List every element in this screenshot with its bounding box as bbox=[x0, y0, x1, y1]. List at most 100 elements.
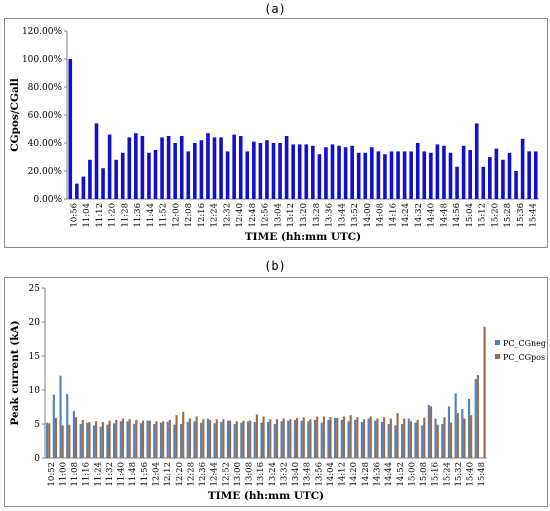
bar bbox=[199, 140, 204, 199]
x-tick-label: 13:48 bbox=[303, 462, 313, 487]
bar bbox=[186, 151, 191, 199]
bar bbox=[219, 137, 223, 199]
x-tick-label: 11:44 bbox=[146, 203, 156, 228]
bar-pc-cgneg bbox=[233, 424, 236, 458]
bar-pc-cgneg bbox=[200, 422, 203, 458]
bar-pc-cgneg bbox=[293, 419, 297, 458]
bar bbox=[514, 171, 518, 199]
y-tick-label: 60.00% bbox=[28, 111, 63, 121]
bar-pc-cgpos bbox=[309, 419, 312, 458]
x-tick-label: 15:40 bbox=[466, 462, 476, 487]
bar bbox=[153, 150, 158, 199]
bar bbox=[88, 159, 92, 199]
bar bbox=[284, 136, 289, 199]
x-tick-label: 14:08 bbox=[376, 203, 386, 228]
bar bbox=[297, 144, 302, 199]
x-tick-label: 13:36 bbox=[325, 203, 335, 228]
x-tick-label: 11:40 bbox=[117, 462, 127, 487]
bar bbox=[343, 147, 348, 199]
x-tick-label: 15:44 bbox=[529, 203, 539, 228]
x-tick-label: 14:48 bbox=[439, 203, 449, 228]
bar-pc-cgpos bbox=[222, 419, 225, 458]
bar-pc-cgneg bbox=[387, 424, 390, 458]
bar-pc-cgneg bbox=[226, 420, 230, 458]
bar bbox=[461, 145, 466, 199]
bar bbox=[212, 137, 217, 199]
bar-pc-cgneg bbox=[153, 424, 156, 458]
bar-pc-cgpos bbox=[389, 418, 392, 458]
bar bbox=[501, 159, 505, 199]
x-tick-label: 11:36 bbox=[133, 203, 143, 228]
bar bbox=[258, 143, 263, 199]
x-tick-label: 12:20 bbox=[175, 462, 185, 487]
bar-pc-cgpos bbox=[275, 419, 279, 458]
bar-pc-cgpos bbox=[68, 424, 71, 458]
bar bbox=[422, 151, 427, 199]
legend-swatch bbox=[495, 340, 500, 345]
bar-pc-cgneg bbox=[79, 424, 82, 458]
bar-pc-cgneg bbox=[347, 421, 350, 458]
x-tick-label: 15:04 bbox=[465, 203, 475, 228]
x-tick-label: 14:40 bbox=[427, 203, 437, 228]
bar-pc-cgneg bbox=[133, 424, 136, 458]
bar-pc-cgpos bbox=[168, 419, 171, 458]
chart-a: 0.00% 20.00% 40.00% 60.00% 80.00% 100.00% 120.… bbox=[9, 27, 539, 243]
bar bbox=[232, 134, 236, 199]
bar-pc-cgpos bbox=[215, 419, 218, 458]
bar-pc-cgneg bbox=[99, 426, 102, 458]
y-axis-title: CGpos/CGall bbox=[9, 78, 21, 152]
x-tick-label: 15:48 bbox=[477, 462, 487, 487]
bar bbox=[311, 145, 315, 199]
bar-pc-cgneg bbox=[394, 425, 397, 458]
x-tick-label: 15:36 bbox=[516, 203, 526, 228]
bar-pc-cgneg bbox=[427, 404, 430, 458]
bar-pc-cgpos bbox=[269, 419, 272, 458]
bar bbox=[383, 154, 387, 199]
x-tick-label: 12:08 bbox=[184, 203, 194, 228]
bar-pc-cgneg bbox=[327, 419, 330, 458]
x-tick-label: 11:04 bbox=[82, 203, 92, 228]
bar-pc-cgneg bbox=[253, 421, 256, 458]
bar-pc-cgneg bbox=[434, 418, 437, 458]
bar bbox=[396, 151, 400, 199]
bar-pc-cgpos bbox=[141, 420, 145, 458]
bar-pc-cgpos bbox=[369, 416, 372, 458]
bar-pc-cgneg bbox=[454, 393, 457, 458]
bar-pc-cgneg bbox=[273, 424, 276, 458]
y-tick-label: 0 bbox=[34, 454, 40, 464]
x-tick-label: 15:32 bbox=[454, 462, 464, 487]
bar-pc-cgpos bbox=[255, 414, 258, 458]
x-tick-label: 13:56 bbox=[314, 462, 324, 487]
y-tick-label: 80.00% bbox=[28, 83, 63, 93]
y-tick-label: 40.00% bbox=[28, 139, 63, 149]
x-tick-label: 14:56 bbox=[452, 203, 462, 228]
bar bbox=[494, 148, 499, 199]
bar-pc-cgpos bbox=[429, 406, 433, 458]
bar-pc-cgpos bbox=[249, 420, 252, 458]
bar bbox=[81, 176, 86, 199]
bar-pc-cgpos bbox=[95, 421, 98, 458]
x-tick-label: 11:20 bbox=[108, 203, 118, 228]
bar bbox=[114, 159, 118, 199]
bar-pc-cgpos bbox=[316, 416, 319, 458]
bar-pc-cgpos bbox=[483, 326, 486, 458]
bar-pc-cgpos bbox=[383, 417, 386, 458]
x-tick-label: 12:56 bbox=[261, 203, 271, 228]
bar bbox=[238, 136, 243, 199]
bar bbox=[206, 133, 210, 199]
bar-pc-cgpos bbox=[195, 416, 198, 458]
bar-pc-cgpos bbox=[61, 425, 64, 458]
x-tick-label: 14:36 bbox=[373, 462, 383, 487]
y-tick-label: 5 bbox=[34, 420, 40, 430]
bar bbox=[291, 144, 295, 199]
x-tick-label: 13:32 bbox=[279, 462, 289, 487]
bar-pc-cgpos bbox=[229, 420, 232, 458]
bar-pc-cgpos bbox=[48, 423, 51, 458]
bar-pc-cgpos bbox=[416, 419, 419, 458]
bar-pc-cgpos bbox=[463, 418, 466, 458]
x-tick-label: 13:00 bbox=[233, 462, 243, 487]
bar-pc-cgpos bbox=[476, 375, 479, 458]
panel-a-label: (a) bbox=[264, 2, 286, 16]
bar bbox=[370, 147, 374, 199]
bar bbox=[101, 168, 105, 199]
